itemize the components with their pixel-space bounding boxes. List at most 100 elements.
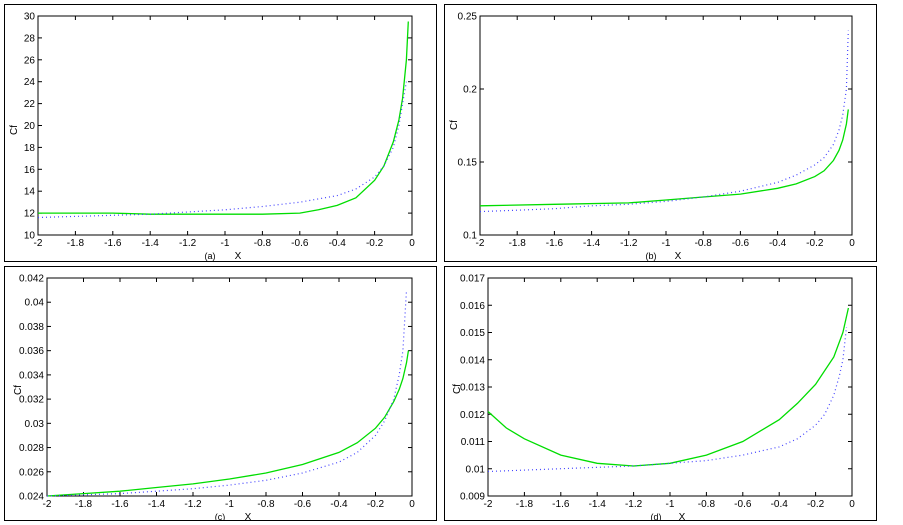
x-tick-label: 0 — [849, 499, 855, 510]
y-tick-label: 0.012 — [460, 410, 485, 421]
x-tick-label: -1.8 — [509, 238, 527, 249]
x-tick-label: -0.4 — [330, 499, 348, 510]
y-tick-label: 0.017 — [460, 274, 485, 285]
y-tick-label: 0.15 — [458, 158, 478, 169]
x-tick-label: -1.8 — [75, 499, 93, 510]
y-tick-label: 0.03 — [25, 419, 45, 430]
y-tick-label: 0.013 — [460, 383, 485, 394]
x-tick-label: -0.2 — [806, 238, 824, 249]
x-tick-label: -1.8 — [67, 238, 85, 249]
y-tick-label: 0.014 — [460, 355, 485, 366]
x-tick-label: -1.6 — [552, 499, 570, 510]
x-tick-label: -1.2 — [184, 499, 202, 510]
x-tick-label: -0.2 — [807, 499, 825, 510]
y-axis-label: Cf — [449, 120, 460, 130]
series-solid-line — [38, 21, 409, 215]
x-axis-label: X — [675, 251, 682, 261]
y-tick-label: 26 — [24, 55, 36, 66]
y-tick-label: 0.032 — [19, 395, 44, 406]
x-tick-label: -1.4 — [583, 238, 601, 249]
x-tick-label: -0.8 — [698, 499, 716, 510]
x-tick-label: -0.2 — [367, 499, 385, 510]
y-tick-label: 0.015 — [460, 328, 485, 339]
x-tick-label: -2 — [34, 238, 43, 249]
chart-d: -2 -1.8 -1.6 -1.4 -1.2 -1 -0.8 -0.6 -0.4 -0.2 0 0.0… — [452, 274, 855, 521]
x-tick-label: -2 — [476, 238, 485, 249]
x-tick-label: -1.6 — [111, 499, 129, 510]
y-tick-label: 0.024 — [19, 492, 44, 503]
y-tick-label: 0.1 — [463, 231, 477, 242]
y-tick-label: 18 — [24, 143, 36, 154]
x-tick-label: -1.6 — [546, 238, 564, 249]
x-tick-label: -0.4 — [771, 499, 789, 510]
series-dotted-line — [46, 290, 408, 497]
series-solid-line — [479, 109, 849, 207]
x-axis-label: X — [679, 512, 686, 520]
y-tick-label: 24 — [24, 77, 36, 88]
chart-panel-b: -2 -1.8 -1.6 -1.4 -1.2 -1 -0.8 -0.6 -0.4 -0.2 0 0.1… — [444, 4, 877, 262]
y-tick-label: 0.25 — [458, 12, 478, 23]
x-tick-label: -1.2 — [179, 238, 197, 249]
y-tick-label: 0.028 — [19, 443, 44, 454]
y-tick-label: 0.2 — [463, 85, 477, 96]
x-axis-label: X — [245, 512, 252, 520]
panel-label: (b) — [646, 251, 657, 261]
y-tick-label: 14 — [24, 187, 36, 198]
x-tick-label: 0 — [409, 499, 415, 510]
plot-frame — [37, 15, 413, 236]
y-axis-label: Cf — [9, 125, 20, 135]
x-tick-label: -0.2 — [366, 238, 384, 249]
y-tick-label: 20 — [24, 121, 36, 132]
panel-label: (a) — [205, 251, 216, 261]
series-dotted-line — [487, 327, 848, 473]
y-tick-label: 0.036 — [19, 346, 44, 357]
x-tick-label: -1.8 — [516, 499, 534, 510]
series-dotted-line — [37, 81, 407, 219]
y-tick-label: 0.038 — [19, 322, 44, 333]
x-tick-label: -1 — [662, 238, 671, 249]
x-tick-label: -1.2 — [620, 238, 638, 249]
x-tick-label: 0 — [409, 238, 415, 249]
x-tick-label: -0.4 — [329, 238, 347, 249]
y-tick-label: 16 — [24, 165, 36, 176]
y-tick-label: 22 — [24, 99, 36, 110]
chart-a: -2 -1.8 -1.6 -1.4 -1.2 -1 -0.8 -0.6 -0.4 -0.2 0 10 1… — [9, 12, 415, 262]
x-tick-label: -0.6 — [732, 238, 750, 249]
x-tick-label: -1 — [225, 499, 234, 510]
x-tick-label: -1 — [221, 238, 230, 249]
y-tick-label: 0.034 — [19, 370, 44, 381]
x-tick-label: -2 — [43, 499, 52, 510]
x-axis-label: X — [235, 251, 242, 261]
x-tick-label: 0 — [849, 238, 855, 249]
chart-c: -2 -1.8 -1.6 -1.4 -1.2 -1 -0.8 -0.6 -0.4 -0.2 0 0.0… — [13, 274, 415, 521]
x-tick-label: -1.4 — [142, 238, 160, 249]
x-tick-label: -0.4 — [769, 238, 787, 249]
x-tick-label: -0.6 — [294, 499, 312, 510]
x-tick-label: -0.6 — [291, 238, 309, 249]
y-tick-label: 10 — [24, 231, 36, 242]
x-tick-label: -1 — [666, 499, 675, 510]
x-tick-label: -0.8 — [254, 238, 272, 249]
series-solid-line — [487, 307, 850, 467]
x-tick-label: -2 — [484, 499, 493, 510]
y-tick-label: 28 — [24, 33, 36, 44]
y-tick-label: 0.042 — [19, 274, 44, 285]
y-axis-label: Cf — [452, 384, 463, 394]
y-tick-label: 0.016 — [460, 301, 485, 312]
x-tick-label: -1.6 — [104, 238, 122, 249]
panel-label: (d) — [651, 512, 662, 520]
y-tick-label: 0.011 — [461, 437, 486, 448]
plot-frame — [46, 277, 413, 497]
series-solid-line — [46, 350, 410, 497]
y-tick-label: 30 — [24, 12, 36, 23]
panel-label: (c) — [215, 512, 226, 520]
x-tick-label: -0.8 — [695, 238, 713, 249]
y-tick-label: 0.009 — [460, 492, 485, 503]
y-tick-label: 12 — [24, 209, 36, 220]
chart-panel-c: -2 -1.8 -1.6 -1.4 -1.2 -1 -0.8 -0.6 -0.4 -0.2 0 0.0… — [4, 266, 437, 521]
x-tick-label: -0.8 — [257, 499, 275, 510]
y-tick-label: 0.026 — [19, 467, 44, 478]
y-tick-label: 0.04 — [25, 298, 45, 309]
x-tick-label: -1.4 — [148, 499, 166, 510]
plot-frame — [479, 15, 853, 236]
